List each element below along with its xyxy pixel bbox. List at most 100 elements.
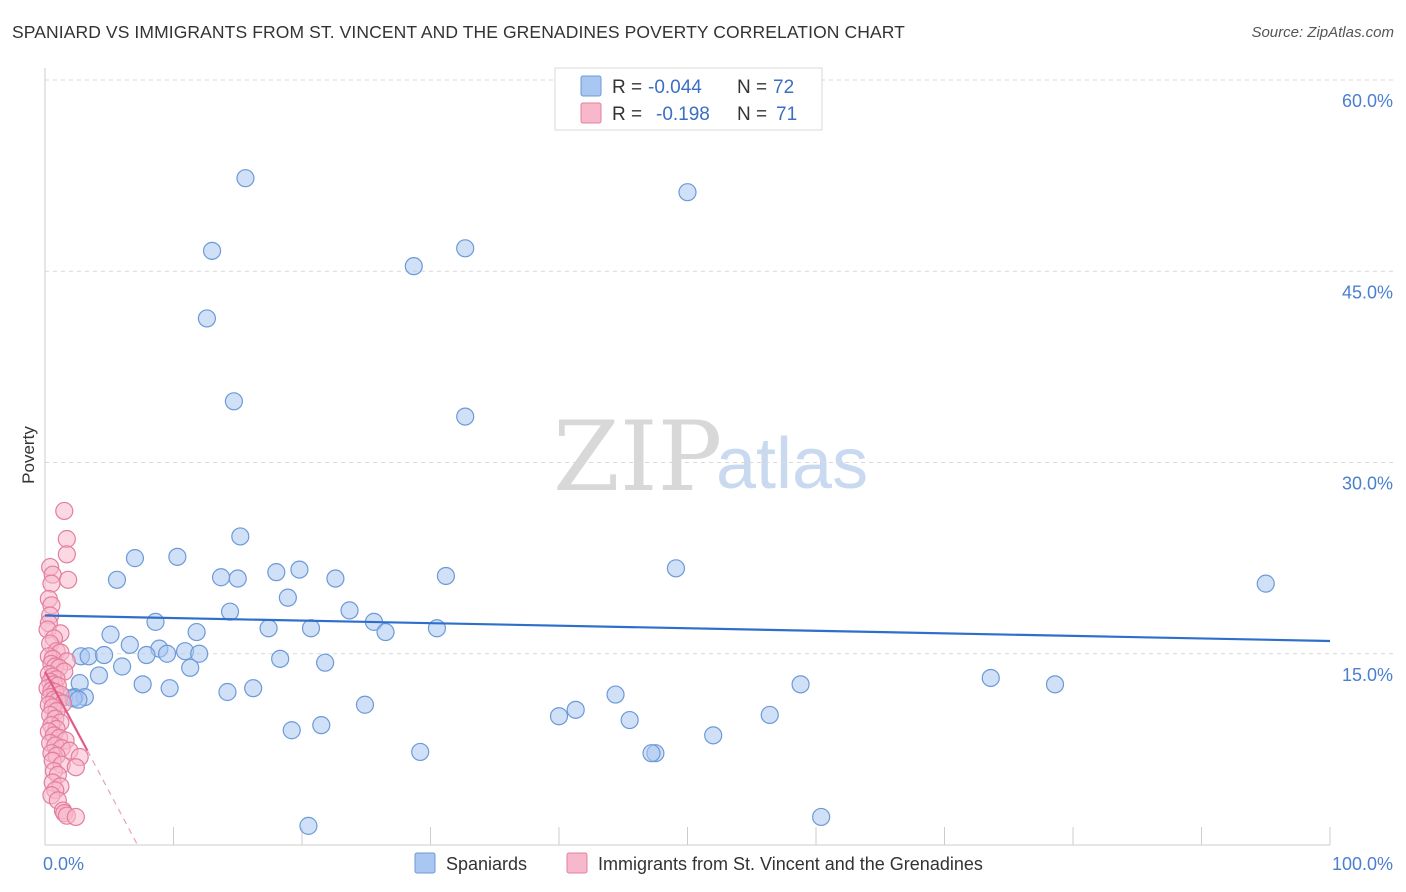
source-credit: Source: ZipAtlas.com <box>1251 24 1394 41</box>
chart-title: SPANIARD VS IMMIGRANTS FROM ST. VINCENT … <box>12 22 905 42</box>
spaniards-point <box>549 707 569 726</box>
watermark-zip: ZIP <box>553 401 722 513</box>
bottom-legend-swatch-immigrants <box>566 852 588 874</box>
spaniards-point <box>181 658 200 677</box>
spaniards-point <box>812 807 831 827</box>
legend-r-label-0: R = <box>612 77 642 98</box>
spaniards-point <box>220 602 240 621</box>
spaniards-point <box>760 705 779 725</box>
spaniards-point <box>228 569 247 588</box>
immigrants-point <box>59 570 78 589</box>
x-tick-labels: 0.0% 100.0% <box>43 854 1393 874</box>
trend-line-immigrants <box>44 671 89 752</box>
spaniards-point <box>160 679 179 698</box>
x-tick-label-max: 100.0% <box>1332 854 1393 874</box>
spaniards-point <box>1256 574 1275 593</box>
legend-swatch-spaniards <box>580 75 602 97</box>
spaniards-point <box>290 560 309 579</box>
spaniards-point <box>704 726 723 745</box>
spaniards-point <box>101 625 120 644</box>
spaniards-point <box>340 601 359 620</box>
spaniards-point <box>137 645 156 665</box>
spaniards-point <box>666 559 686 578</box>
spaniards-point <box>411 742 430 762</box>
series-immigrants <box>38 501 89 827</box>
spaniards-point <box>456 239 475 258</box>
spaniards-point <box>606 685 625 704</box>
spaniards-point <box>125 549 145 568</box>
immigrants-point <box>57 545 76 564</box>
spaniards-point <box>157 644 177 663</box>
spaniards-point <box>326 569 345 588</box>
spaniards-point <box>79 647 98 666</box>
spaniards-point <box>244 679 263 698</box>
spaniards-point <box>197 309 217 328</box>
legend-n-label-0: N = <box>737 77 767 98</box>
spaniards-point <box>168 547 187 566</box>
spaniards-point <box>267 563 286 582</box>
spaniards-point <box>69 690 88 709</box>
spaniards-point <box>202 241 222 260</box>
y-tick-label: 60.0% <box>1342 91 1393 111</box>
watermark-atlas: atlas <box>716 424 868 504</box>
immigrants-point <box>42 574 61 593</box>
spaniards-point <box>436 566 456 586</box>
spaniards-point <box>236 169 255 188</box>
series-legend: Spaniards Immigrants from St. Vincent an… <box>414 852 983 874</box>
spaniards-point <box>282 721 301 740</box>
legend-r-value-0: -0.044 <box>648 77 702 98</box>
legend-r-value-1: -0.198 <box>656 104 710 125</box>
spaniards-point <box>791 675 810 694</box>
spaniards-point <box>312 716 331 735</box>
spaniards-point <box>404 257 423 276</box>
spaniards-point <box>456 407 475 426</box>
spaniards-point <box>981 668 1000 688</box>
x-tick-label-min: 0.0% <box>43 854 84 874</box>
y-tick-label: 45.0% <box>1342 282 1393 302</box>
immigrants-point <box>66 807 85 827</box>
immigrants-point <box>55 501 74 521</box>
immigrants-point <box>57 529 76 549</box>
spaniards-point <box>566 700 585 719</box>
spaniards-point <box>89 666 109 685</box>
spaniards-point <box>678 183 697 202</box>
correlation-legend: R = -0.044 N = 72 R = -0.198 N = 71 <box>554 67 823 131</box>
legend-n-value-1: 71 <box>776 104 797 125</box>
y-tick-label: 15.0% <box>1342 665 1393 685</box>
spaniards-point <box>187 622 206 642</box>
spaniards-point <box>620 710 639 730</box>
spaniards-point <box>211 568 231 587</box>
spaniards-point <box>1045 675 1065 694</box>
spaniards-point <box>231 527 250 546</box>
spaniards-point <box>190 644 209 663</box>
legend-n-label-1: N = <box>737 104 767 125</box>
legend-swatch-immigrants <box>580 102 602 124</box>
trend-line-immigrants-extension <box>86 750 139 846</box>
trend-lines <box>44 614 1331 846</box>
spaniards-point <box>316 653 335 672</box>
spaniards-point <box>218 682 237 702</box>
trend-line-spaniards <box>44 614 1331 643</box>
immigrants-point <box>66 758 85 777</box>
y-axis-label: Poverty <box>19 426 38 484</box>
bottom-legend-label-spaniards: Spaniards <box>446 854 527 874</box>
spaniards-point <box>224 392 243 411</box>
spaniards-point <box>112 657 132 676</box>
spaniards-point <box>278 588 297 607</box>
spaniards-point <box>146 612 165 631</box>
y-tick-labels: 15.0% 30.0% 45.0% 60.0% <box>1342 91 1393 685</box>
bottom-legend-swatch-spaniards <box>414 852 436 874</box>
spaniards-point <box>301 619 321 638</box>
spaniards-point <box>355 695 375 714</box>
spaniards-point <box>133 675 152 694</box>
legend-r-label-1: R = <box>612 104 642 125</box>
gridlines <box>45 79 1393 655</box>
spaniards-point <box>642 744 661 763</box>
bottom-legend-label-immigrants: Immigrants from St. Vincent and the Gren… <box>598 854 983 874</box>
spaniards-point <box>120 635 139 654</box>
spaniards-point <box>299 816 318 835</box>
spaniards-point <box>95 645 114 665</box>
spaniards-point <box>376 622 395 642</box>
spaniards-point <box>259 619 278 638</box>
